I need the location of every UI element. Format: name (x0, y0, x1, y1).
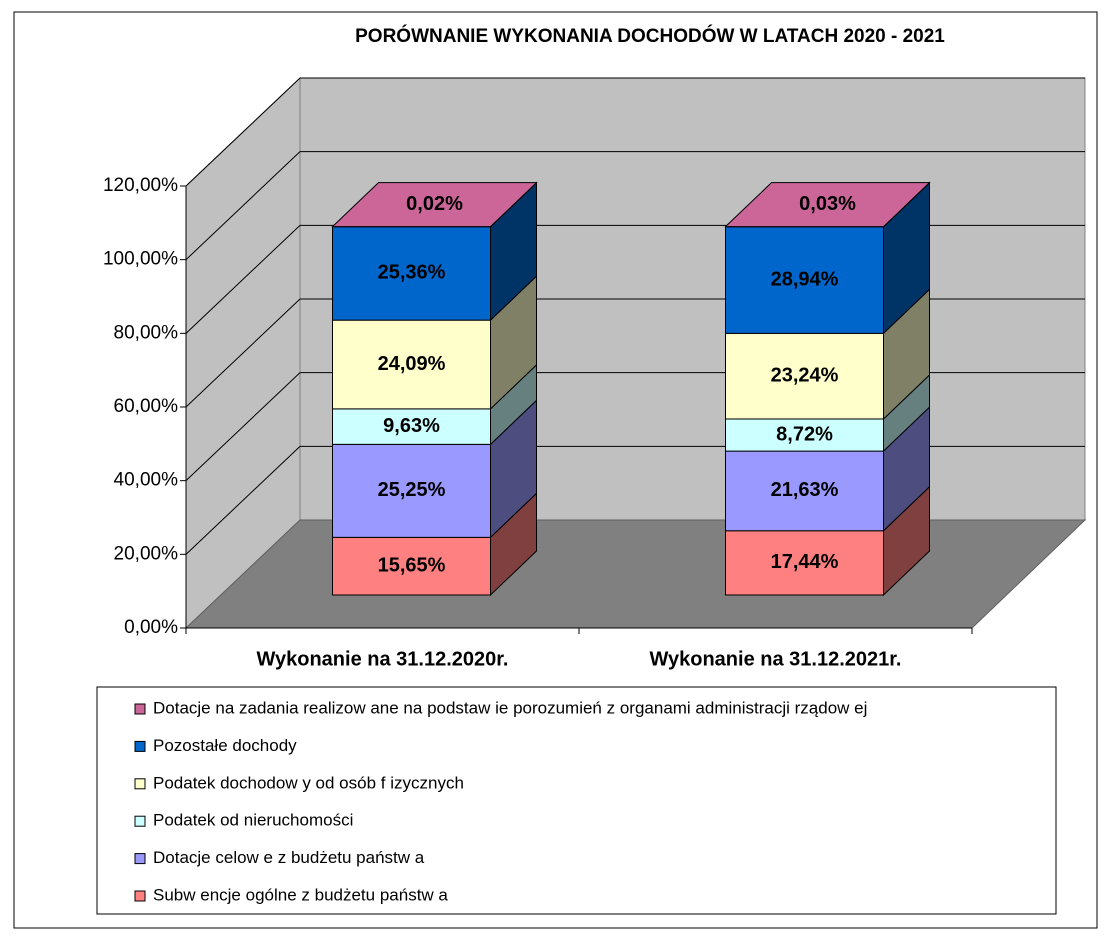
data-label: 9,63% (383, 415, 440, 437)
grid-line (185, 224, 301, 334)
bar-segment (725, 530, 884, 596)
data-label: 28,94% (771, 268, 839, 290)
data-label: 17,44% (771, 551, 839, 573)
y-tick-label: 80,00% (114, 322, 179, 343)
legend-swatch (134, 778, 146, 790)
legend-label: Podatek od nieruchomości (153, 811, 353, 830)
bar-top (331, 182, 538, 228)
data-label: 0,02% (406, 193, 463, 215)
y-tick-label: 120,00% (103, 175, 178, 196)
x-tick-label: Wykonanie na 31.12.2021r. (649, 648, 901, 670)
x-tick-label: Wykonanie na 31.12.2020r. (256, 648, 508, 670)
grid-line (185, 151, 301, 261)
data-label: 8,72% (776, 423, 833, 445)
data-label: 15,65% (378, 554, 446, 576)
bar-segment (332, 536, 491, 596)
data-label: 25,25% (378, 479, 446, 501)
grid-line (185, 298, 301, 408)
y-tick-label: 20,00% (114, 543, 179, 564)
legend-label: Dotacje na zadania realizow ane na podst… (153, 698, 867, 717)
legend-label: Pozostałe dochody (153, 736, 297, 755)
bar-segment (725, 418, 884, 452)
legend-swatch (134, 853, 146, 865)
chart-title: PORÓWNANIE WYKONANIA DOCHODÓW W LATACH 2… (355, 25, 945, 47)
bar-top (724, 182, 931, 228)
grid-line (185, 372, 301, 482)
data-label: 24,09% (378, 353, 446, 375)
legend-swatch (134, 890, 146, 902)
data-label: 23,24% (771, 364, 839, 386)
legend (96, 686, 1057, 915)
data-label: 0,03% (799, 193, 856, 215)
legend-label: Dotacje celow e z budżetu państw a (153, 848, 425, 867)
legend-swatch (134, 703, 146, 715)
bar-segment (332, 443, 491, 538)
legend-label: Podatek dochodow y od osób f izycznych (153, 773, 464, 792)
floor (184, 519, 1087, 629)
bar-segment (332, 319, 491, 410)
y-tick-label: 0,00% (124, 617, 178, 638)
bar-segment (332, 226, 491, 321)
legend-label: Subw encje ogólne z budżetu państw a (153, 885, 448, 904)
data-label: 21,63% (771, 479, 839, 501)
y-tick-label: 40,00% (114, 470, 179, 491)
legend-swatch (134, 740, 146, 752)
y-tick-label: 60,00% (114, 396, 179, 417)
grid-line (185, 77, 301, 187)
bar-segment (725, 332, 884, 420)
legend-swatch (134, 815, 146, 827)
grid-line (185, 445, 301, 555)
bar-segment (725, 226, 884, 334)
y-tick-label: 100,00% (103, 249, 178, 270)
data-label: 25,36% (378, 262, 446, 284)
